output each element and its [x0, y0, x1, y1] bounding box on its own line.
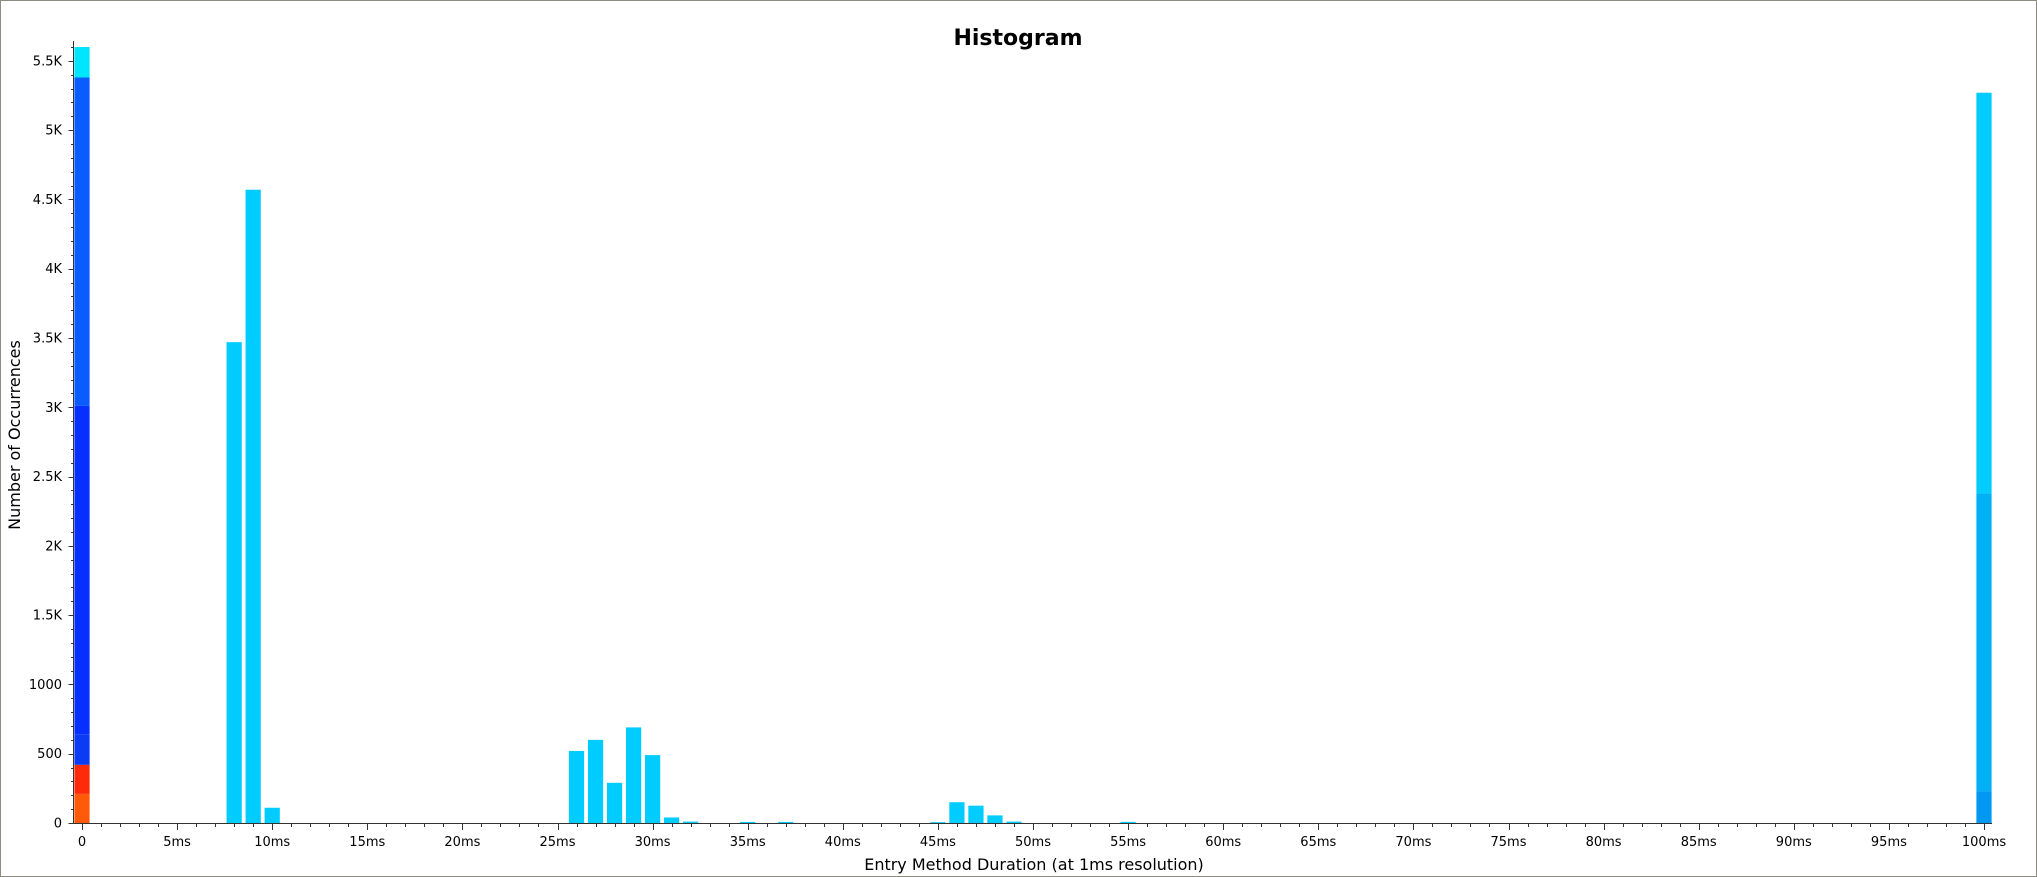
- y-axis-title: Number of Occurrences: [5, 340, 24, 530]
- x-tick-label: 30ms: [635, 835, 671, 850]
- x-axis-title: Entry Method Duration (at 1ms resolution…: [864, 855, 1204, 874]
- bar-30-segment-0: [644, 755, 661, 823]
- bar-8-segment-0: [226, 342, 242, 823]
- bar-32-segment-0: [683, 821, 699, 823]
- x-tick-label: 45ms: [920, 835, 956, 850]
- x-tick-label: 60ms: [1205, 835, 1241, 850]
- bar-46-segment-0: [949, 802, 965, 823]
- bar-0-segment-4: [74, 77, 90, 406]
- bar-0-segment-2: [74, 734, 90, 765]
- y-tick-label: 2K: [45, 539, 62, 554]
- bar-100-segment-1: [1976, 493, 1992, 792]
- bar-35-segment-0: [740, 821, 756, 823]
- y-tick-label: 4.5K: [33, 193, 63, 208]
- x-tick-label: 95ms: [1871, 835, 1907, 850]
- y-tick-label: 4K: [45, 262, 62, 277]
- bar-45-segment-0: [930, 822, 946, 823]
- bar-37-segment-0: [778, 821, 794, 823]
- bar-49-segment-0: [1006, 821, 1022, 823]
- chart-title: Histogram: [953, 26, 1082, 51]
- bar-55-segment-0: [1120, 821, 1136, 823]
- y-tick-label: 1000: [29, 678, 62, 693]
- x-tick-label: 65ms: [1300, 835, 1336, 850]
- bar-100-segment-0: [1976, 791, 1992, 823]
- bar-47-segment-0: [968, 805, 984, 823]
- y-tick-label: 3K: [45, 401, 62, 416]
- y-tick-label: 500: [37, 747, 62, 762]
- x-tick-label: 100ms: [1962, 835, 2006, 850]
- x-tick-label: 0: [78, 835, 86, 850]
- x-tick-label: 10ms: [254, 835, 290, 850]
- y-tick-label: 5.5K: [33, 54, 63, 69]
- bar-27-segment-0: [587, 739, 604, 823]
- x-tick-label: 5ms: [163, 835, 191, 850]
- y-tick-label: 2.5K: [33, 470, 63, 485]
- x-tick-label: 25ms: [540, 835, 576, 850]
- bar-9-segment-0: [245, 189, 261, 824]
- bar-28-segment-0: [606, 782, 623, 823]
- bar-29-segment-0: [625, 727, 642, 823]
- bars-layer: [74, 47, 1992, 824]
- bar-100-segment-2: [1976, 92, 1992, 494]
- axes-layer: 0 500 1000 1.5K 2K 2.5K 3K 3.5K 4K 4.5K 5K 5.5K 0 5ms…: [29, 41, 2006, 850]
- y-tick-label: 1.5K: [33, 609, 63, 624]
- x-tick-label: 55ms: [1110, 835, 1146, 850]
- x-tick-label: 75ms: [1491, 835, 1527, 850]
- x-tick-label: 70ms: [1395, 835, 1431, 850]
- bar-10-segment-0: [264, 807, 280, 823]
- x-tick-label: 50ms: [1015, 835, 1051, 850]
- bar-0-segment-3: [74, 405, 90, 735]
- y-tick-label: 5K: [45, 124, 62, 139]
- x-tick-label: 15ms: [349, 835, 385, 850]
- x-tick-label: 20ms: [444, 835, 480, 850]
- bar-26-segment-0: [568, 750, 585, 823]
- y-tick-label: 3.5K: [33, 332, 63, 347]
- bar-0-segment-1: [74, 764, 90, 794]
- bar-0-segment-0: [74, 793, 90, 823]
- x-tick-label: 35ms: [730, 835, 766, 850]
- x-tick-label: 85ms: [1681, 835, 1717, 850]
- x-tick-label: 40ms: [825, 835, 861, 850]
- bar-48-segment-0: [987, 815, 1003, 823]
- bar-31-segment-0: [664, 817, 680, 823]
- x-tick-label: 80ms: [1586, 835, 1622, 850]
- bar-0-segment-5: [74, 47, 90, 78]
- x-tick-label: 90ms: [1776, 835, 1812, 850]
- y-tick-label: 0: [54, 817, 62, 832]
